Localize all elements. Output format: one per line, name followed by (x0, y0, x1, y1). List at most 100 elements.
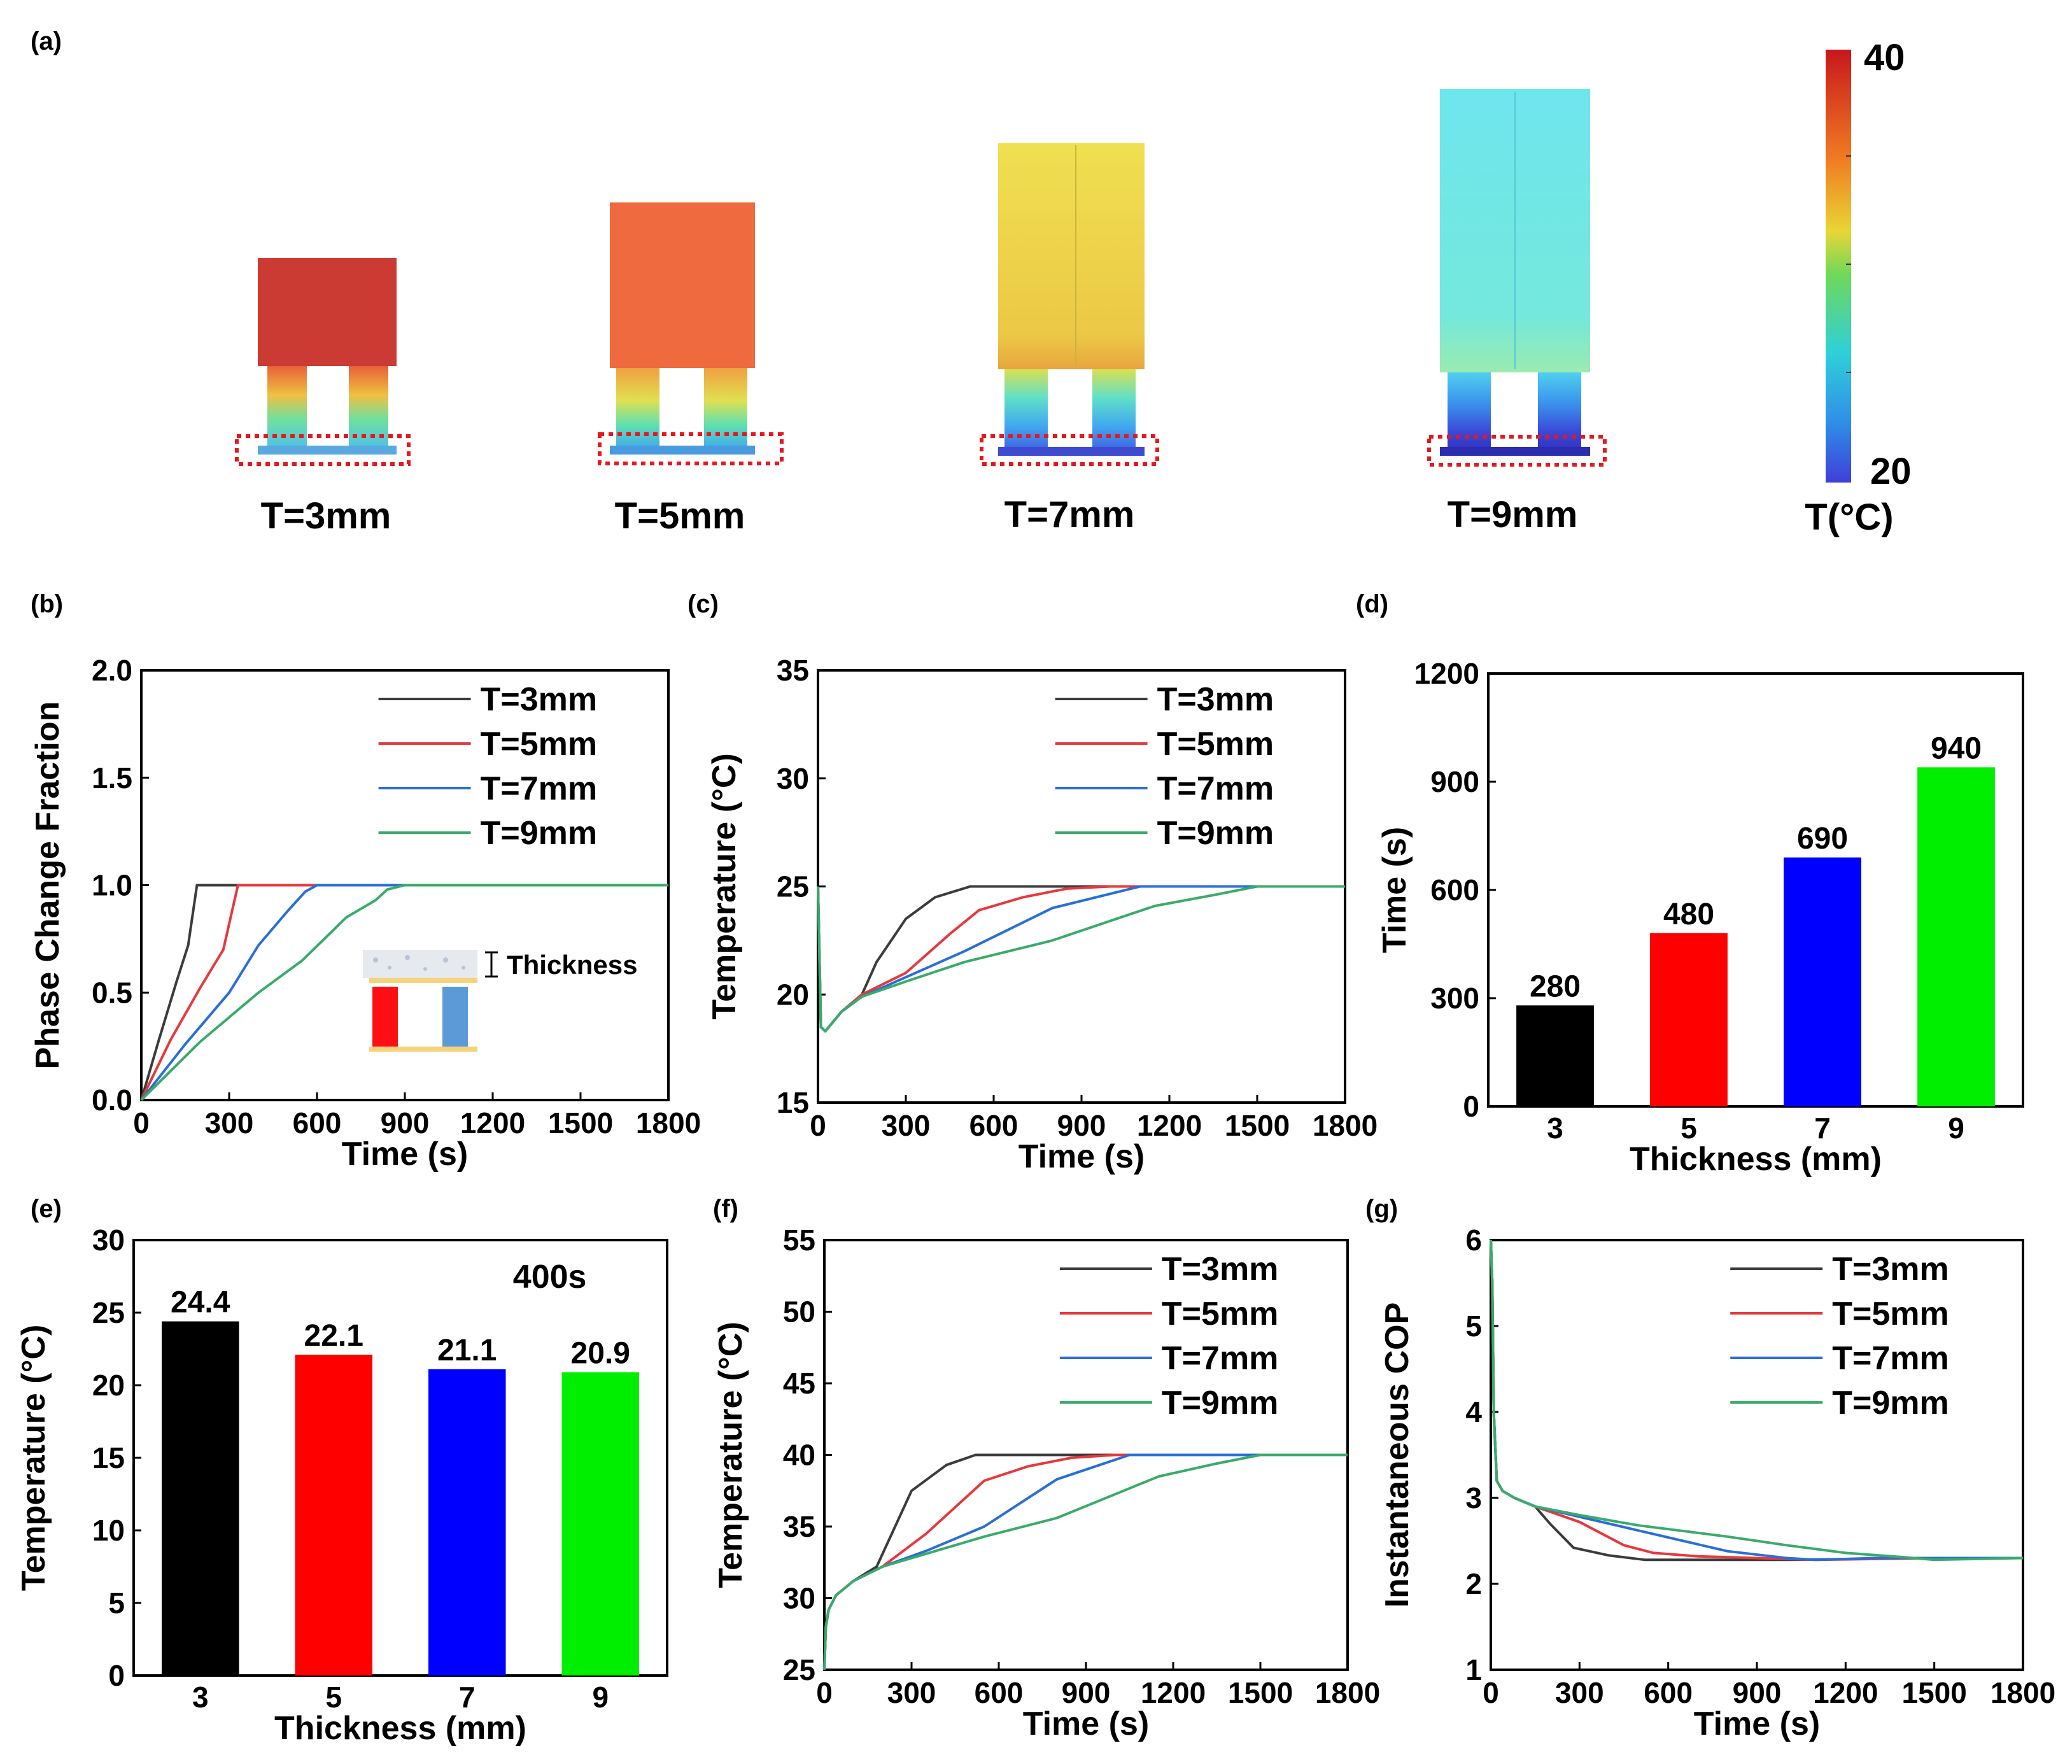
inset-particle (462, 966, 465, 970)
series-line-T=5mm (140, 884, 668, 1101)
panel-a: T=3mm T=5mm T=7mm (235, 37, 1912, 538)
sim-3mm-highlight-box (235, 434, 411, 466)
colorbar-title: T(°C) (1805, 497, 1893, 538)
y-tick-label: 300 (1430, 982, 1479, 1015)
bar-3 (161, 1321, 239, 1676)
bar-9 (561, 1372, 640, 1676)
bar-value-label: 24.4 (171, 1286, 230, 1320)
x-tick-label: 1800 (636, 1106, 701, 1140)
x-tick-label: 0 (816, 1676, 833, 1709)
chart-annotation: 400s (513, 1259, 587, 1295)
bar-9 (1917, 767, 1995, 1106)
y-tick-label: 25 (777, 870, 809, 903)
legend-label: T=7mm (1832, 1340, 1949, 1377)
legend-label: T=3mm (1157, 681, 1274, 718)
y-tick-label: 4 (1465, 1395, 1482, 1429)
bar-value-label: 690 (1797, 822, 1848, 856)
sim-5mm-highlight-box (598, 432, 784, 465)
y-axis-label: Temperature (°C) (712, 1322, 749, 1588)
x-tick-label: 300 (887, 1676, 936, 1709)
x-tick-label: 9 (592, 1681, 609, 1714)
y-tick-label: 10 (92, 1514, 125, 1547)
panel-label-c: (c) (687, 590, 719, 618)
x-tick-label: 600 (975, 1676, 1024, 1709)
series-line-T=3mm (823, 1453, 1348, 1670)
sim-7mm: T=7mm (980, 143, 1159, 535)
legend-label: T=5mm (481, 726, 598, 763)
colorbar: 40 20 T(°C) (1805, 37, 1911, 538)
panel-label-f: (f) (713, 1195, 738, 1223)
y-tick-label: 50 (783, 1295, 815, 1329)
chart-temperature-c: 15 20 25 30 35 Temperature (°C) 0 300 600 900 1200… (706, 654, 1378, 1175)
chart-temperature-400s: 0 5 10 15 20 25 30 Temperature (°C) 3 24.4 5 22.1 7 2… (15, 1224, 668, 1747)
bar-value-label: 21.1 (437, 1334, 497, 1367)
series-line-T=3mm (817, 885, 1345, 1033)
y-tick-label: 0.5 (92, 976, 132, 1009)
series-line-T=3mm (140, 884, 668, 1101)
colorbar-gradient (1826, 50, 1851, 483)
legend-label: T=5mm (1162, 1295, 1279, 1332)
y-axis-label: Instantaneous COP (1379, 1302, 1416, 1608)
x-tick-label: 0 (810, 1109, 826, 1142)
inset-particle (423, 967, 427, 971)
sim-3mm-label: T=3mm (261, 495, 391, 537)
sim-9mm-highlight-box (1427, 435, 1607, 467)
y-tick-label: 3 (1465, 1481, 1482, 1514)
inset-thickness-label: Thickness (507, 950, 637, 980)
inset-particle (388, 966, 391, 970)
x-tick-label: 7 (1814, 1111, 1831, 1145)
inset-particle (443, 957, 448, 963)
y-tick-label: 55 (783, 1224, 815, 1257)
sim-7mm-highlight-box (980, 434, 1159, 466)
y-tick-label: 2 (1465, 1567, 1482, 1600)
x-tick-label: 300 (882, 1109, 931, 1142)
x-axis-label: Thickness (mm) (1630, 1141, 1882, 1178)
inset-bottom-plate (369, 1047, 477, 1052)
bar-5 (295, 1355, 373, 1676)
x-tick-label: 3 (1547, 1111, 1563, 1145)
sim-3mm: T=3mm (235, 258, 411, 537)
series-line-T=9mm (823, 1453, 1348, 1670)
inset-top-plate (369, 978, 477, 983)
y-tick-label: 0 (1463, 1090, 1479, 1123)
y-tick-label: 1.0 (92, 869, 132, 902)
y-tick-label: 600 (1430, 873, 1479, 907)
x-axis-label: Time (s) (1023, 1705, 1149, 1742)
thickness-inset: Thickness (363, 950, 637, 1052)
series-line-T=5mm (817, 885, 1345, 1033)
bar-value-label: 20.9 (571, 1336, 630, 1370)
x-tick-label: 1200 (460, 1106, 525, 1140)
x-tick-label: 1500 (1225, 1109, 1290, 1142)
bar-3 (1516, 1005, 1594, 1106)
y-tick-label: 45 (783, 1367, 815, 1400)
panel-label-a: (a) (31, 27, 62, 55)
sim-9mm-base (1440, 447, 1590, 456)
sim-5mm: T=5mm (598, 202, 784, 537)
sim-5mm-leg-right (704, 368, 747, 449)
sim-7mm-leg-left (1004, 369, 1048, 451)
series-line-T=7mm (140, 884, 668, 1101)
x-tick-label: 0 (133, 1106, 150, 1140)
series-line-T=5mm (823, 1453, 1348, 1670)
series-line-T=9mm (140, 884, 668, 1101)
y-tick-label: 0.0 (92, 1083, 132, 1117)
x-tick-label: 5 (1681, 1111, 1697, 1145)
y-tick-label: 30 (92, 1224, 125, 1257)
y-axis-label: Time (s) (1376, 827, 1413, 953)
panel-label-e: (e) (31, 1195, 62, 1223)
inset-red-leg (372, 987, 398, 1047)
bar-value-label: 480 (1663, 898, 1714, 931)
y-tick-label: 20 (92, 1369, 125, 1402)
sim-5mm-block (610, 202, 755, 368)
legend-label: T=3mm (1832, 1251, 1949, 1288)
x-tick-label: 900 (1062, 1676, 1111, 1709)
series-line-T=9mm (817, 885, 1345, 1033)
x-tick-label: 5 (325, 1681, 342, 1714)
y-tick-label: 2.0 (92, 654, 132, 687)
legend-label: T=3mm (481, 681, 598, 718)
bar-value-label: 940 (1931, 731, 1982, 765)
y-tick-label: 900 (1430, 765, 1479, 798)
x-tick-label: 600 (293, 1106, 342, 1140)
x-axis-label: Time (s) (1694, 1705, 1820, 1742)
x-tick-label: 1500 (548, 1106, 613, 1140)
